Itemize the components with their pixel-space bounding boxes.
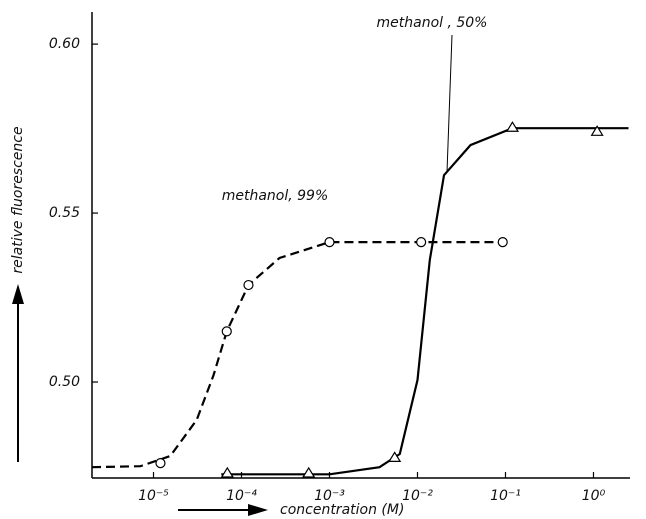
y-axis-label: relative fluorescence [10, 126, 26, 273]
curve [91, 241, 503, 469]
x-tick-label: 10⁻⁴ [226, 488, 257, 504]
marker [302, 466, 316, 478]
series-label: methanol, 99% [222, 188, 329, 204]
x-tick-label: 10⁻² [402, 488, 433, 504]
marker [505, 121, 520, 132]
marker [220, 466, 234, 478]
y-arrow [12, 284, 24, 462]
x-arrow [178, 504, 268, 516]
curve [221, 127, 629, 476]
x-axis-label: concentration (M) [280, 502, 404, 518]
marker [221, 326, 232, 337]
leader-line [446, 34, 453, 173]
marker [590, 125, 604, 136]
x-tick-label: 10⁻⁵ [138, 488, 169, 504]
marker [388, 451, 402, 462]
marker [155, 458, 166, 469]
y-tick-label: 0.50 [49, 374, 80, 390]
marker [324, 237, 335, 248]
marker [416, 237, 427, 248]
x-tick-label: 10⁻³ [314, 488, 345, 504]
series-label: methanol , 50% [377, 15, 488, 31]
y-tick-label: 0.60 [49, 36, 80, 52]
x-tick-label: 10⁻¹ [490, 488, 521, 504]
marker [243, 279, 254, 291]
y-tick-label: 0.55 [49, 205, 80, 221]
marker [497, 237, 508, 248]
x-tick-label: 10⁰ [582, 488, 606, 504]
